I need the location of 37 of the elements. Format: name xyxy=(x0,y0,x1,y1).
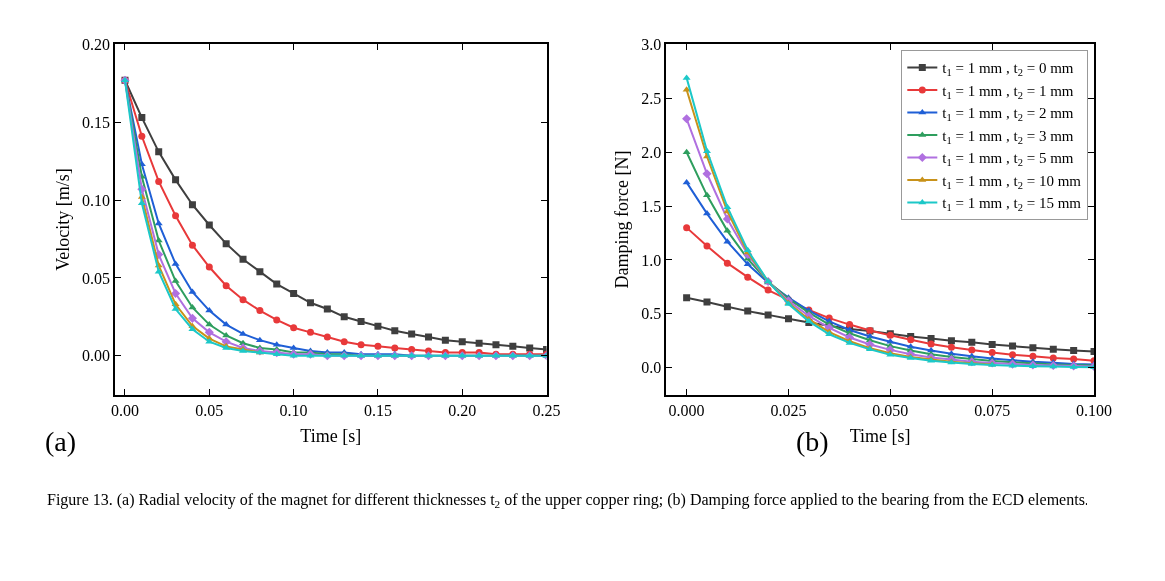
text: (b) xyxy=(796,426,829,457)
y-tick-label: 1.0 xyxy=(641,251,662,269)
y-tick-label: 0.5 xyxy=(641,305,662,323)
legend-label: t$_{1}$ = 1 mm , t$_{2}$ = 0 mm xyxy=(942,60,1074,79)
text: (a) xyxy=(45,426,77,457)
x-tick-label: 0.050 xyxy=(872,401,909,419)
legend-label: t$_{1}$ = 1 mm , t$_{2}$ = 15 mm xyxy=(942,195,1082,214)
x-tick-label: 0.075 xyxy=(974,401,1011,419)
legend-label: t$_{1}$ = 1 mm , t$_{2}$ = 3 mm xyxy=(942,127,1074,146)
x-tick-label: 0.025 xyxy=(770,401,807,419)
x-tick-label: 0.20 xyxy=(448,401,477,419)
y-tick-label: 0.10 xyxy=(81,191,110,209)
y-tick-label: 0.0 xyxy=(641,359,662,377)
x-tick-label: 0.10 xyxy=(279,401,308,419)
x-tick-label: 0.100 xyxy=(1076,401,1113,419)
x-axis-title: Time [s] xyxy=(849,426,911,447)
y-tick-label: 0.20 xyxy=(81,36,110,54)
legend-label: t$_{1}$ = 1 mm , t$_{2}$ = 2 mm xyxy=(942,105,1074,124)
y-tick-label: 2.0 xyxy=(641,143,662,161)
caption: Figure 13. (a) Radial velocity of the magnet for different thicknesses t$_{2}$ of the upper copper ring; (b) Damping force applied to the bearing from the ECD elements. xyxy=(47,491,1089,511)
legend-label: t$_{1}$ = 1 mm , t$_{2}$ = 1 mm xyxy=(942,82,1074,101)
x-tick-label: 0.05 xyxy=(195,401,224,419)
x-tick-label: 0.000 xyxy=(668,401,705,419)
y-tick-label: 2.5 xyxy=(641,89,662,107)
y-axis-title: Damping force [N] xyxy=(612,150,632,289)
x-tick-label: 0.00 xyxy=(110,401,139,419)
y-tick-label: 0.00 xyxy=(81,347,110,365)
y-tick-label: 3.0 xyxy=(641,36,662,54)
y-tick-label: 0.15 xyxy=(81,113,110,131)
legend-label: t$_{1}$ = 1 mm , t$_{2}$ = 10 mm xyxy=(942,172,1082,191)
y-tick-label: 0.05 xyxy=(81,269,110,287)
y-axis-title: Velocity [m/s] xyxy=(52,168,73,271)
y-tick-label: 1.5 xyxy=(641,197,662,215)
x-tick-label: 0.15 xyxy=(363,401,392,419)
x-axis-title: Time [s] xyxy=(300,426,362,447)
legend-label: t$_{1}$ = 1 mm , t$_{2}$ = 5 mm xyxy=(942,150,1074,169)
x-tick-label: 0.25 xyxy=(532,401,561,419)
